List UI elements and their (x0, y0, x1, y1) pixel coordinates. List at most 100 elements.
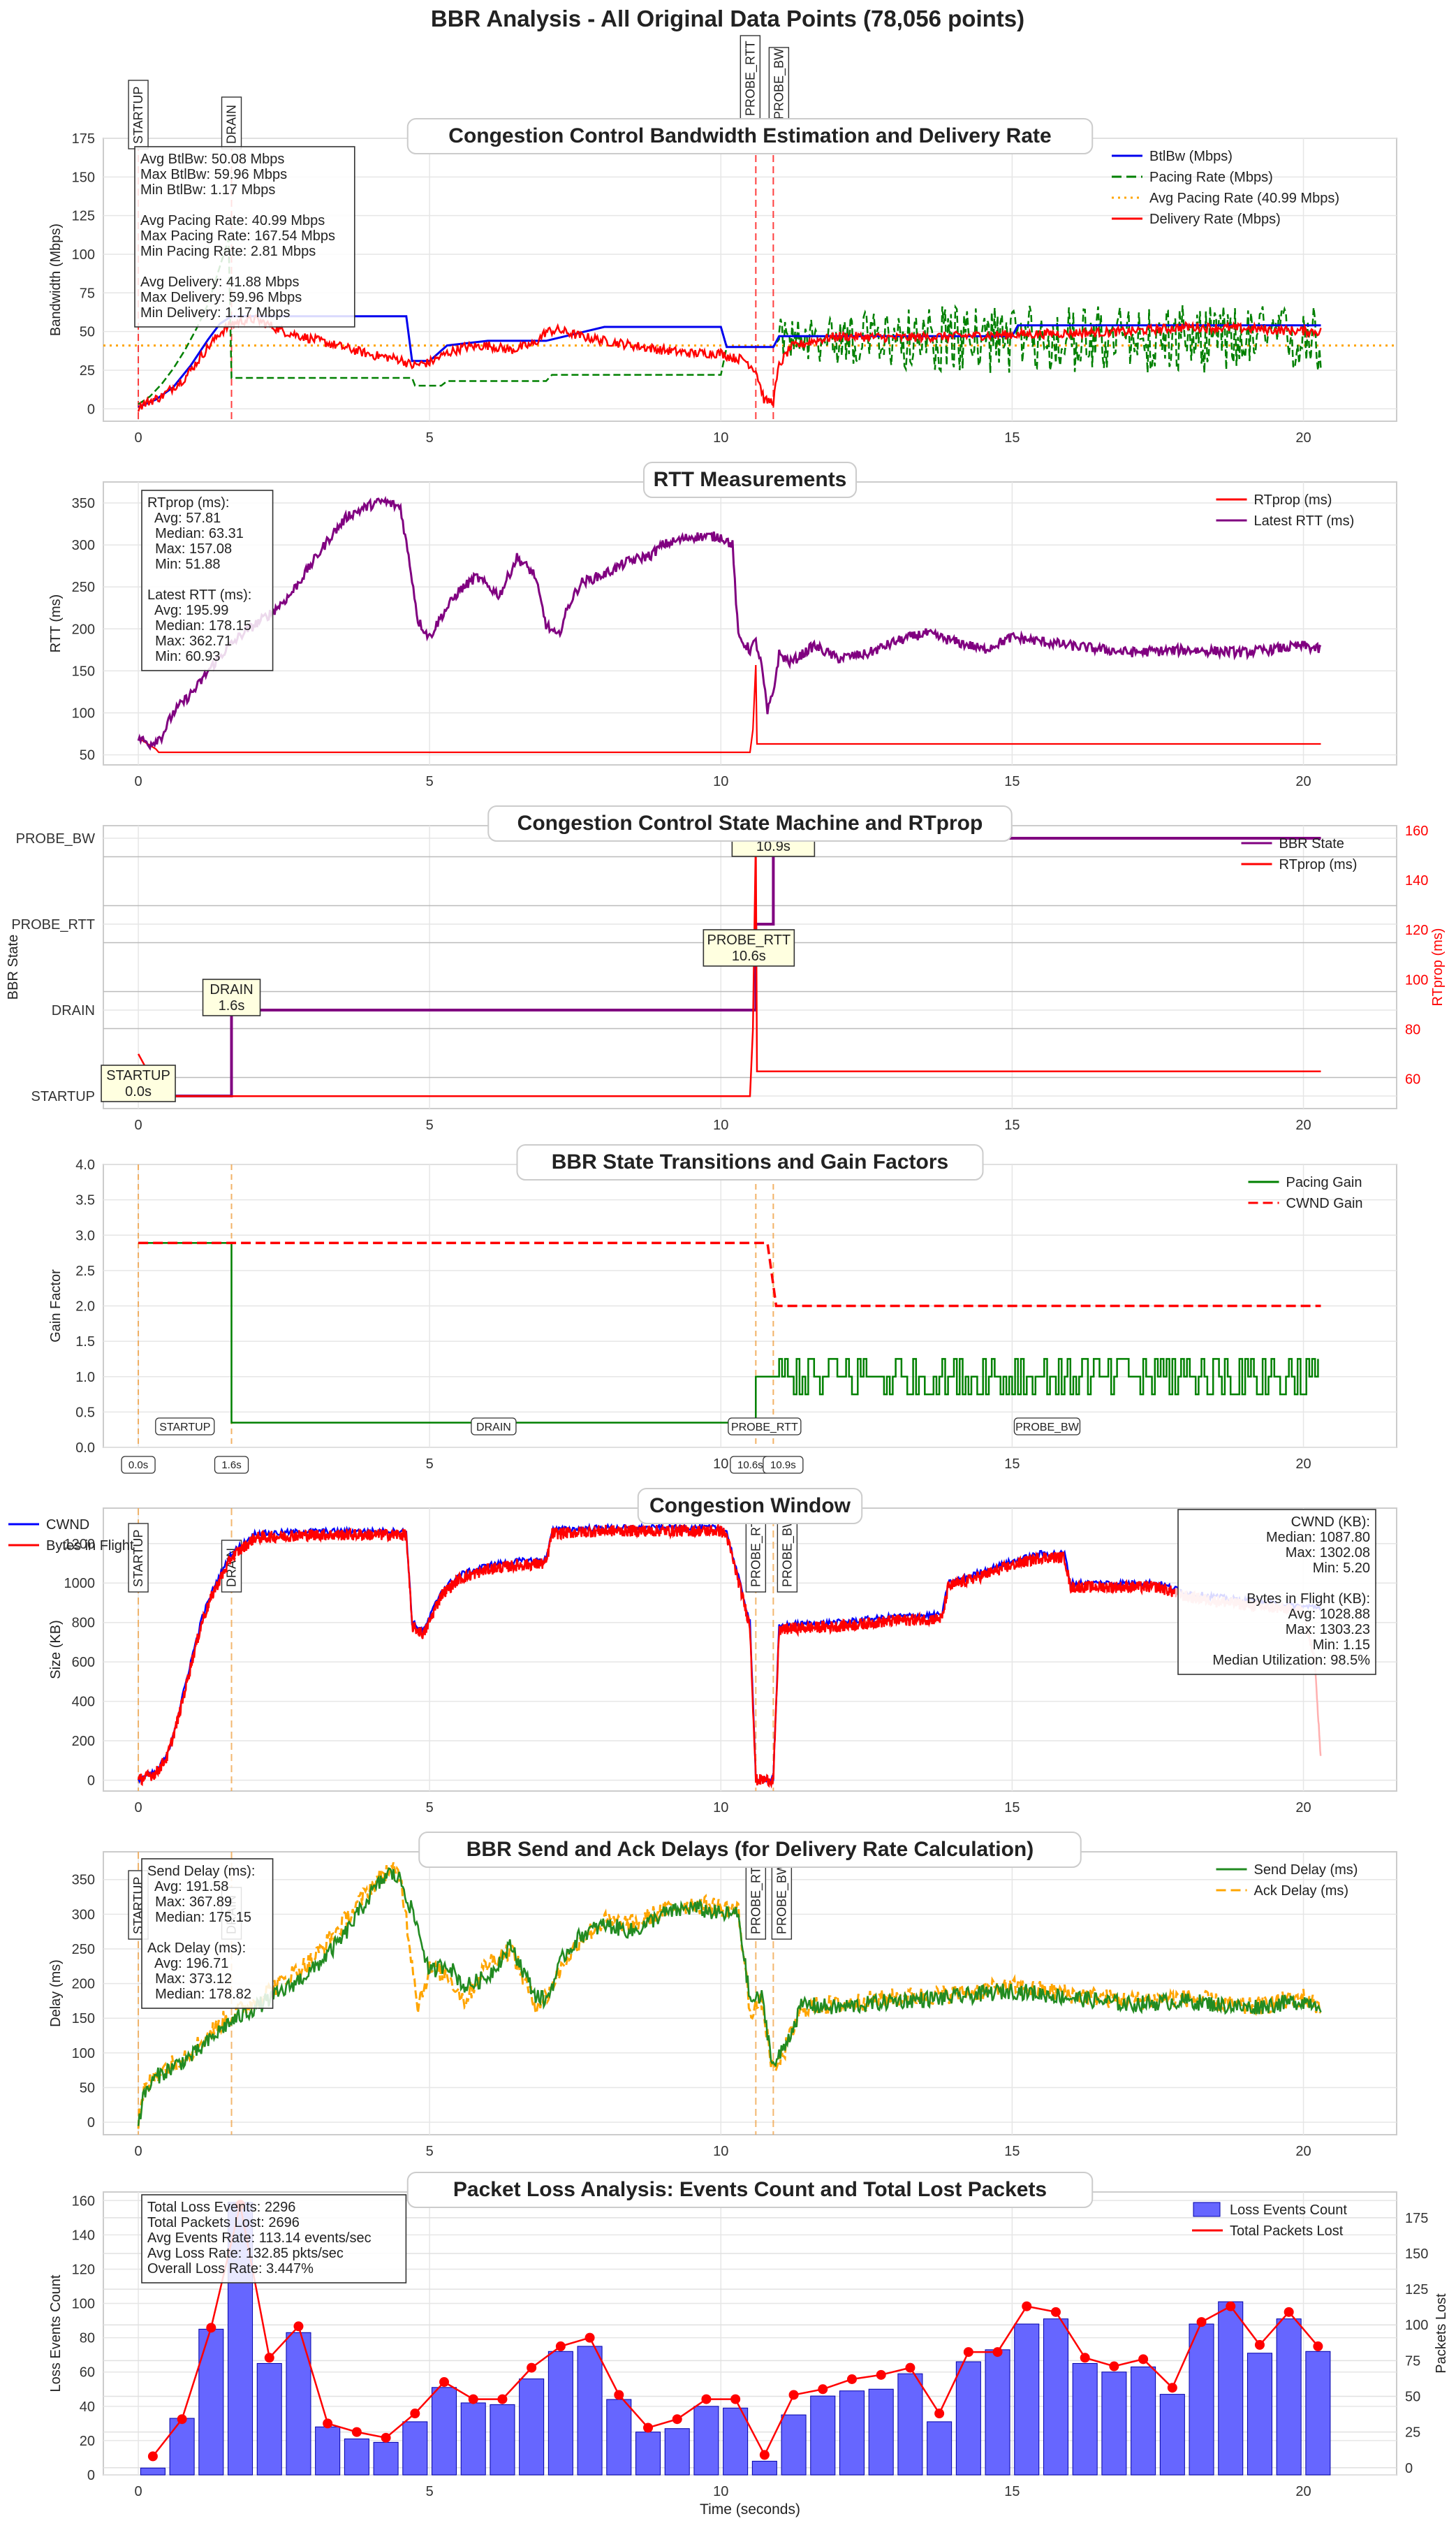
legend-entry: Bytes in Flight (46, 1538, 134, 1554)
right-tick-label: 140 (1405, 873, 1428, 889)
state-annotation-time: 10.6s (732, 949, 766, 964)
y-tick-label: 40 (80, 2399, 95, 2415)
time-label: 10.9s (770, 1459, 796, 1471)
legend-entry: BtlBw (Mbps) (1149, 149, 1233, 164)
y-tick-label: 0 (87, 402, 95, 417)
loss-event-bar (460, 2402, 486, 2476)
packets-lost-point (381, 2432, 391, 2443)
legend-entry: Pacing Gain (1286, 1175, 1362, 1190)
stats-line: Avg Delivery: 41.88 Mbps (140, 275, 300, 290)
packets-lost-point (1167, 2383, 1177, 2393)
stats-line: Ack Delay (ms): (147, 1941, 246, 1956)
x-tick-label: 0 (134, 2144, 142, 2159)
packets-lost-point (1196, 2317, 1207, 2328)
packets-lost-point (934, 2409, 945, 2419)
x-tick-label: 0 (134, 430, 142, 446)
legend-entry: RTprop (ms) (1279, 857, 1358, 872)
y-tick-label: 1200 (64, 1537, 96, 1552)
packets-lost-point (177, 2414, 187, 2425)
stats-line: Avg Loss Rate: 132.85 pkts/sec (147, 2246, 344, 2261)
y-tick-label: 0 (87, 2468, 95, 2483)
legend-entry: Delivery Rate (Mbps) (1149, 212, 1281, 227)
y-axis-label: RTT (ms) (48, 594, 64, 653)
y-tick-label: 0.5 (75, 1405, 95, 1420)
x-tick-label: 0 (134, 1118, 142, 1133)
y-tick-label: 20 (80, 2434, 95, 2449)
right-tick-label: 0 (1405, 2461, 1413, 2476)
packets-lost-point (1050, 2307, 1061, 2317)
chart-title: Congestion Window (649, 1494, 851, 1517)
loss-event-bar (169, 2418, 195, 2476)
time-label-box (763, 1456, 804, 1474)
loss-event-bar (1101, 2372, 1127, 2476)
stats-line: Min Pacing Rate: 2.81 Mbps (140, 244, 316, 259)
legend-entry: Avg Pacing Rate (40.99 Mbps) (1149, 191, 1339, 206)
right-tick-label: 80 (1405, 1022, 1420, 1037)
right-tick-label: 175 (1405, 2211, 1428, 2226)
panel-state: 0 5 10 15 20 BBR State STARTUP DRAIN PROBE_RTT PR… (6, 805, 1446, 1133)
loss-event-bar (1131, 2366, 1156, 2476)
plot-area (103, 481, 1397, 766)
stats-line: RTprop (ms): (147, 495, 229, 511)
packets-lost-point (759, 2450, 770, 2460)
legend-swatch (1193, 2202, 1221, 2217)
loss-event-bar (664, 2428, 690, 2476)
packets-lost-point (147, 2451, 158, 2462)
packets-lost-point (264, 2353, 274, 2363)
loss-event-bar (897, 2373, 923, 2476)
loss-event-bar (985, 2349, 1010, 2476)
stats-line: Avg: 195.99 (147, 603, 228, 618)
stats-line: Min: 5.20 (1313, 1561, 1370, 1576)
stats-line: Max: 367.89 (147, 1894, 232, 1910)
packets-lost-point (876, 2369, 886, 2380)
loss-event-bar (810, 2395, 836, 2476)
stats-line: Max: 373.12 (147, 1971, 232, 1987)
stats-line: Avg: 191.58 (147, 1879, 228, 1894)
x-tick-label: 20 (1295, 430, 1311, 446)
stats-line: Bytes in Flight (KB): (1247, 1591, 1370, 1607)
y-tick-label: 1.5 (75, 1334, 95, 1350)
stats-line: Send Delay (ms): (147, 1864, 256, 1879)
packets-lost-point (468, 2394, 478, 2404)
chart-title: Congestion Control State Machine and RTp… (517, 812, 983, 835)
packets-lost-point (672, 2414, 682, 2425)
stats-box-frame (1177, 1509, 1376, 1675)
chart-title: BBR State Transitions and Gain Factors (552, 1150, 948, 1174)
legend-entry: Ack Delay (ms) (1254, 1883, 1349, 1899)
state-marker-label: PROBE_BW (780, 1516, 795, 1587)
packets-lost-point (1109, 2361, 1119, 2372)
stats-box-frame (141, 2194, 407, 2283)
stats-line: Total Packets Lost: 2696 (147, 2215, 300, 2230)
loss-event-bar (402, 2421, 428, 2476)
loss-event-bar (868, 2388, 894, 2476)
right-axis-label: RTprop (ms) (1430, 928, 1446, 1007)
state-marker-box (221, 96, 242, 149)
stats-line: Avg: 196.71 (147, 1956, 228, 1971)
state-annotation-box (202, 979, 261, 1016)
legend-entry: Total Packets Lost (1230, 2223, 1344, 2239)
loss-event-bar (547, 2351, 573, 2476)
rtprop-line (138, 664, 1321, 754)
state-annotation-time: 10.9s (756, 839, 790, 854)
x-tick-label: 20 (1295, 2144, 1311, 2159)
y-axis-label: Loss Events Count (48, 2274, 64, 2392)
legend: BBR State RTprop (ms) (1241, 836, 1358, 872)
x-tick-label: 20 (1295, 774, 1311, 789)
chart-title-box (643, 462, 857, 498)
stats-line: Min: 60.93 (147, 649, 221, 664)
y-tick-label: 50 (80, 325, 95, 340)
state-annotation-box (101, 1065, 176, 1102)
loss-event-bar (519, 2378, 545, 2476)
stats-line: Min: 1.15 (1313, 1637, 1370, 1653)
y-tick-label: 150 (72, 170, 95, 185)
loss-event-bar (432, 2387, 457, 2476)
right-tick-label: 25 (1405, 2425, 1420, 2441)
pacing-gain-line (138, 1242, 1319, 1424)
time-label: 1.6s (221, 1459, 241, 1471)
x-tick-label: 5 (426, 2484, 434, 2499)
loss-event-bar (1014, 2323, 1040, 2476)
x-tick-label: 10 (713, 774, 728, 789)
x-tick-label: 20 (1295, 1800, 1311, 1815)
